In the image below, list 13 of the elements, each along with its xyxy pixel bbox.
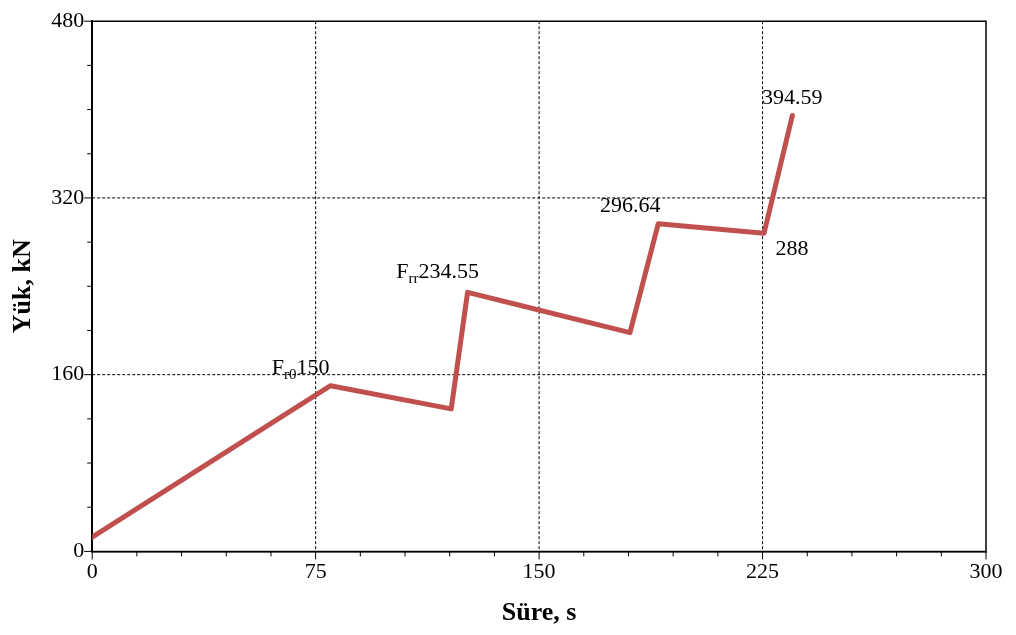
x-tick-label: 225 xyxy=(746,558,780,584)
y-tick-label: 320 xyxy=(51,183,85,209)
annotation: 394.59 xyxy=(762,83,823,109)
annotation: 296.64 xyxy=(600,191,661,217)
x-tick-label: 150 xyxy=(522,558,556,584)
x-axis-title: Süre, s xyxy=(501,597,577,627)
x-tick-label: 75 xyxy=(304,558,327,584)
y-axis-title: Yük, kN xyxy=(7,239,37,334)
y-tick-label: 0 xyxy=(73,537,85,563)
annotation: 288 xyxy=(775,235,809,261)
x-tick-label: 300 xyxy=(969,558,1003,584)
y-tick-label: 160 xyxy=(51,360,85,386)
y-tick-label: 480 xyxy=(51,6,85,32)
